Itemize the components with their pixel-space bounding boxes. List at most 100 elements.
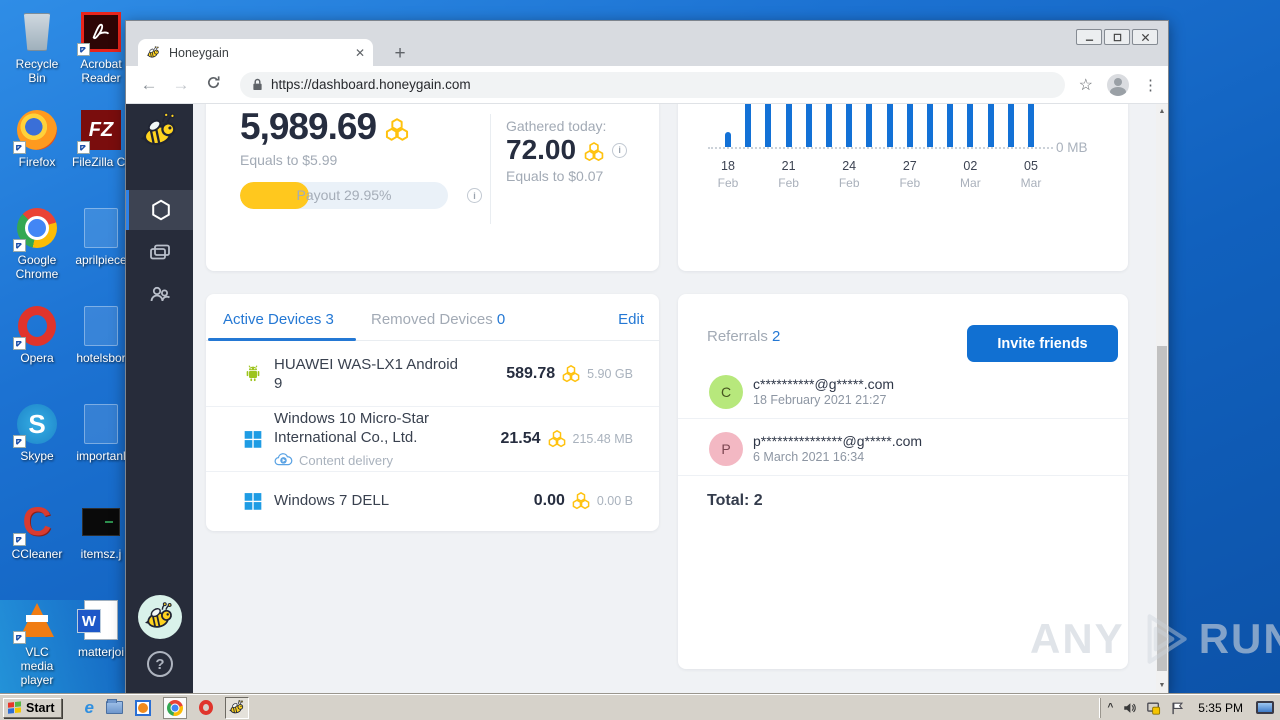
profile-avatar-icon[interactable] <box>1107 73 1129 96</box>
device-traffic: 0.00 B <box>596 493 633 508</box>
windows-update-icon[interactable] <box>1146 701 1161 715</box>
device-traffic: 5.90 GB <box>587 367 633 381</box>
gathered-today-label: Gathered today: <box>506 118 607 134</box>
traffic-chart-bars <box>708 104 1053 149</box>
device-row-windows10[interactable]: Windows 10 Micro-Star International Co.,… <box>206 407 659 472</box>
user-avatar-bee[interactable] <box>138 595 182 639</box>
row-divider <box>678 475 1128 476</box>
tab-close-icon[interactable]: ✕ <box>354 45 365 60</box>
chart-tick-label: 02 Mar <box>960 159 981 190</box>
referral-avatar: C <box>709 375 743 409</box>
balance-card: 5,989.69 Equals to $5.99 Payout 29.95% i… <box>206 104 659 271</box>
balance-usd: Equals to $5.99 <box>240 152 338 168</box>
address-bar[interactable]: https://dashboard.honeygain.com <box>240 71 1065 98</box>
tab-active-devices[interactable]: Active Devices 3 <box>223 311 334 328</box>
clock[interactable]: 5:35 PM <box>1198 700 1243 715</box>
chart-bar <box>866 104 873 147</box>
desktop-icon-firefox[interactable]: Firefox <box>8 108 66 169</box>
desktop-icon-recycle-bin[interactable]: Recycle Bin <box>8 10 66 85</box>
chart-bar <box>967 104 974 147</box>
windows-flag-icon <box>8 700 22 714</box>
taskbar: Start e ^ 5:35 PM <box>0 694 1280 720</box>
honey-currency-icon <box>561 365 581 383</box>
desktop-icon-aprilpiece[interactable]: aprilpiece <box>72 206 130 267</box>
scroll-down-arrow[interactable]: ▼ <box>1158 682 1166 689</box>
device-row-huawei[interactable]: HUAWEI WAS-LX1 Android 9 589.78 5.90 GB <box>206 342 659 407</box>
gathered-usd: Equals to $0.07 <box>506 168 604 184</box>
desktop-icon-hotelsbor[interactable]: hotelsbor <box>72 304 130 365</box>
volume-icon[interactable] <box>1122 701 1137 715</box>
desktop-icon-opera[interactable]: Opera <box>8 304 66 365</box>
opera-quicklaunch-icon[interactable] <box>198 700 213 715</box>
desktop-icon-google-chrome[interactable]: Google Chrome <box>8 206 66 281</box>
start-button[interactable]: Start <box>3 697 63 718</box>
chart-bar <box>805 104 812 147</box>
sidebar-item-dashboard[interactable] <box>126 190 193 230</box>
desktop-icon-skype[interactable]: S Skype <box>8 402 66 463</box>
back-button[interactable]: ← <box>140 74 158 94</box>
payout-info-icon[interactable]: i <box>467 188 482 203</box>
sidebar-item-payments[interactable] <box>126 232 193 272</box>
tab-removed-devices[interactable]: Removed Devices 0 <box>371 311 506 328</box>
scroll-up-arrow[interactable]: ▲ <box>1158 108 1166 115</box>
browser-window: Honeygain ✕ + ← → https://dashboard.hone… <box>125 20 1169 694</box>
payout-progress-bar: Payout 29.95% <box>240 182 448 209</box>
media-player-quicklaunch-icon[interactable] <box>134 699 151 716</box>
referral-date: 18 February 2021 21:27 <box>753 393 887 407</box>
action-center-flag-icon[interactable] <box>1170 701 1185 715</box>
chart-bar <box>927 104 933 147</box>
device-credits: 0.00 <box>533 491 565 509</box>
menu-dots-icon[interactable]: ⋮ <box>1143 76 1158 94</box>
system-tray: ^ 5:35 PM <box>1100 697 1280 718</box>
maximize-button[interactable] <box>1104 29 1130 45</box>
referral-email: p***************@g*****.com <box>753 433 923 449</box>
minimize-button[interactable] <box>1076 29 1102 45</box>
chart-tick-label: 05 Mar <box>1020 159 1042 190</box>
chart-bar <box>987 104 994 147</box>
desktop-icon-importanl[interactable]: importanl <box>72 402 130 463</box>
chart-bar <box>846 104 853 147</box>
file-icon <box>84 208 118 248</box>
desktop-icon-filezilla[interactable]: FZ FileZilla Client <box>72 108 147 169</box>
honey-currency-icon <box>384 118 410 142</box>
gathered-info-icon[interactable]: i <box>612 142 628 158</box>
invite-friends-button[interactable]: Invite friends <box>967 325 1118 362</box>
forward-button[interactable]: → <box>172 74 190 94</box>
card-divider <box>490 114 491 224</box>
new-tab-button[interactable]: + <box>394 43 406 64</box>
page-scrollbar[interactable]: ▲ ▼ <box>1156 104 1168 693</box>
windows-icon <box>243 491 263 511</box>
honeygain-taskbar-button[interactable] <box>224 696 249 719</box>
referrals-label: Referrals 2 <box>707 328 781 345</box>
windows-icon <box>243 429 263 449</box>
device-row-windows7[interactable]: Windows 7 DELL 0.00 0.00 B <box>206 472 659 529</box>
help-button[interactable]: ? <box>147 651 173 677</box>
desktop-icon-ccleaner[interactable]: C CCleaner <box>11 500 63 561</box>
explorer-quicklaunch-icon[interactable] <box>105 699 123 714</box>
chart-bar <box>947 104 954 147</box>
traffic-chart-card: 18 Feb 21 Feb 24 Feb 27 Feb 02 Mar 05 Mar 0 MB <box>678 104 1128 271</box>
devices-edit-link[interactable]: Edit <box>618 311 644 328</box>
reload-button[interactable] <box>200 75 226 95</box>
ie-quicklaunch-icon[interactable]: e <box>84 697 94 717</box>
acrobat-icon <box>81 12 121 52</box>
sidebar-item-referrals[interactable] <box>126 274 193 314</box>
desktop-icon-matterjoi[interactable]: matterjoi <box>72 598 130 659</box>
tab-title: Honeygain <box>169 45 229 60</box>
close-button[interactable] <box>1132 29 1158 45</box>
payout-progress-label: Payout 29.95% <box>296 187 392 203</box>
honeygain-dashboard: ? 5,989.69 Equals to $5.99 Payout 29.95%… <box>126 104 1168 693</box>
desktop-icon-acrobat[interactable]: Acrobat Reader <box>72 10 130 85</box>
chart-tick-label: 24 Feb <box>838 159 860 190</box>
chart-tick-label: 27 Feb <box>899 159 921 190</box>
browser-titlebar[interactable]: Honeygain ✕ + <box>126 21 1168 66</box>
display-icon[interactable] <box>1256 701 1274 714</box>
browser-tab-honeygain[interactable]: Honeygain ✕ <box>138 39 373 66</box>
tray-expand-chevron[interactable]: ^ <box>1107 702 1114 713</box>
bookmark-star-icon[interactable]: ☆ <box>1078 76 1093 94</box>
desktop-icon-vlc[interactable]: VLC media player <box>8 598 66 687</box>
scrollbar-thumb[interactable] <box>1157 346 1167 671</box>
chrome-taskbar-button[interactable] <box>162 696 187 719</box>
desktop-icon-itemsz[interactable]: itemsz.j <box>72 500 130 561</box>
active-tab-underline <box>208 338 356 341</box>
